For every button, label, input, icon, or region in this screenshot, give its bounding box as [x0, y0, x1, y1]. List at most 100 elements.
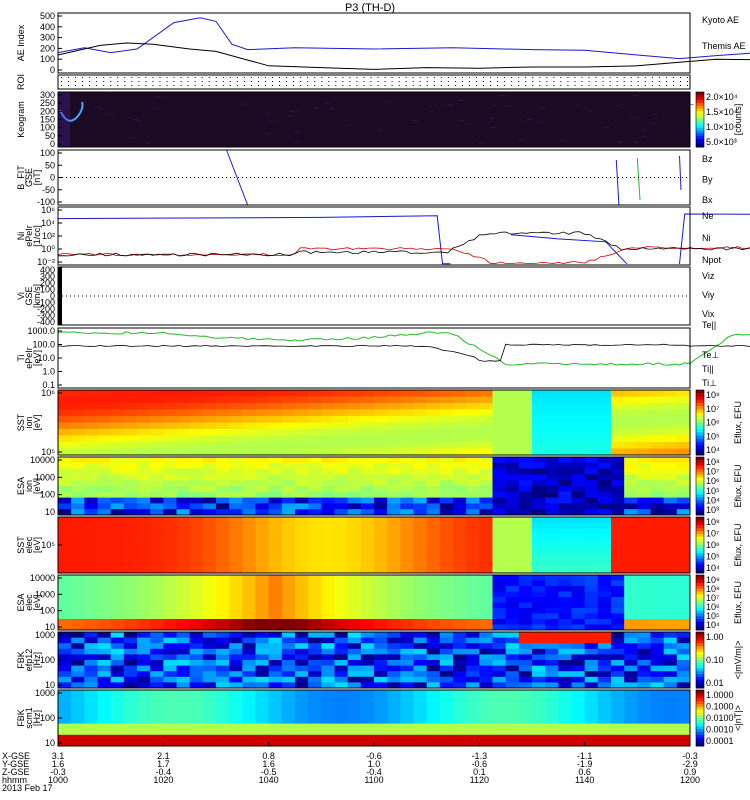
spectrogram-cell [374, 556, 388, 563]
spectrogram-cell [110, 729, 125, 736]
spectrogram-cell [374, 486, 388, 493]
spectrogram-cell [558, 403, 572, 410]
spectrogram-cell [624, 468, 638, 475]
spectrogram-cell [229, 561, 243, 568]
spectrogram-cell [150, 690, 164, 696]
spectrogram-cell [624, 619, 638, 625]
spectrogram-cell [123, 632, 138, 638]
spectrogram-cell [492, 539, 507, 546]
spectrogram-cell [663, 422, 678, 430]
spectrogram-cell [479, 567, 493, 574]
spectrogram-cbar [696, 465, 704, 470]
spectrogram-cell [637, 435, 651, 443]
spectrogram-cell [347, 457, 362, 464]
spectrogram-cell [334, 729, 349, 736]
spectrogram-cell [505, 533, 520, 540]
spectrogram-cell [242, 729, 256, 736]
spectrogram-cell [558, 474, 572, 481]
spectrogram-cell [505, 729, 520, 736]
spectrogram-cell [676, 517, 691, 523]
spectrogram-cell [426, 468, 441, 475]
spectrogram-cell [334, 486, 349, 493]
spectrogram-cell [571, 654, 586, 661]
roi-dot [342, 81, 344, 82]
spectrogram-cell [611, 448, 625, 456]
spectrogram-cell [123, 643, 138, 650]
roi-dot [475, 85, 477, 86]
spectrogram-cell [84, 528, 98, 535]
spectrogram-cell [571, 491, 586, 498]
spectrogram-cbar-label: 0.0010 [706, 725, 734, 735]
spectrogram-cell [202, 637, 217, 644]
spectrogram-cell [242, 491, 256, 498]
spectrogram-cell [571, 503, 586, 510]
spectrogram-cell [360, 676, 375, 683]
spectrogram-cbar [696, 438, 704, 443]
spectrogram-cell [492, 580, 507, 587]
spectrogram-cell [137, 517, 151, 523]
spectrogram-cell [84, 416, 98, 423]
keogram-cbar [696, 97, 704, 101]
roi-dot [567, 85, 569, 86]
keogram-texture [630, 117, 637, 119]
spectrogram-cell [334, 416, 349, 423]
spectrogram-cell [321, 462, 335, 469]
spectrogram-cell [360, 409, 375, 417]
spectrogram-cell [518, 648, 533, 655]
spectrogram-cell [71, 491, 85, 498]
spectrogram-cell [663, 491, 678, 498]
spectrogram-cell [453, 575, 467, 581]
roi-dot [687, 81, 688, 82]
spectrogram-cell [189, 643, 204, 650]
spectrogram-cell [453, 416, 467, 423]
spectrogram-cell [545, 695, 559, 702]
spectrogram-cell [202, 632, 217, 638]
spectrogram-cell [400, 429, 414, 436]
spectrogram-cell [611, 567, 625, 574]
spectrogram-cell [268, 429, 283, 436]
spectrogram-ylabel: [Hz] [32, 652, 42, 668]
keogram-texture [268, 121, 275, 123]
spectrogram-cell [624, 561, 638, 568]
spectrogram-cell [308, 448, 322, 456]
spectrogram-cell [611, 580, 625, 587]
spectrogram-cell [110, 539, 125, 546]
keogram-tick-label: 0 [50, 139, 55, 149]
spectrogram-cell [308, 718, 322, 724]
spectrogram-cell [453, 723, 467, 730]
spectrogram-cell [255, 486, 270, 493]
spectrogram-cell [163, 474, 177, 481]
roi-dot [483, 85, 485, 86]
spectrogram-cell [558, 561, 572, 568]
spectrogram-cell [321, 396, 335, 404]
spectrogram-cell [137, 462, 151, 469]
spectrogram-cell [466, 637, 480, 644]
spectrogram-cell [374, 740, 388, 747]
spectrogram-cell [308, 517, 322, 523]
spectrogram-cell [400, 654, 414, 661]
spectrogram-cell [84, 624, 98, 631]
spectrogram-cell [97, 457, 112, 464]
spectrogram-cell [439, 591, 454, 598]
spectrogram-cell [150, 676, 164, 683]
spectrogram-cell [229, 480, 243, 487]
spectrogram-cell [492, 613, 507, 620]
spectrogram-cell [466, 468, 480, 475]
spectrogram-cell [163, 556, 177, 563]
spectrogram-cbar [696, 564, 704, 568]
spectrogram-cell [334, 676, 349, 683]
spectrogram-cell [532, 660, 546, 666]
xaxis-row-label: hhmm [2, 775, 27, 785]
spectrogram-cell [571, 435, 586, 443]
spectrogram-cell [676, 468, 691, 475]
spectrogram-cell [163, 575, 177, 581]
spectrogram-cell [466, 539, 480, 546]
spectrogram-cell [58, 718, 72, 724]
keogram-texture [490, 126, 497, 128]
by-line [636, 157, 641, 201]
spectrogram-cell [611, 701, 625, 708]
spectrogram-cell [466, 723, 480, 730]
spectrogram-cell [334, 654, 349, 661]
spectrogram-cell [532, 613, 546, 620]
spectrogram-cell [97, 671, 112, 678]
